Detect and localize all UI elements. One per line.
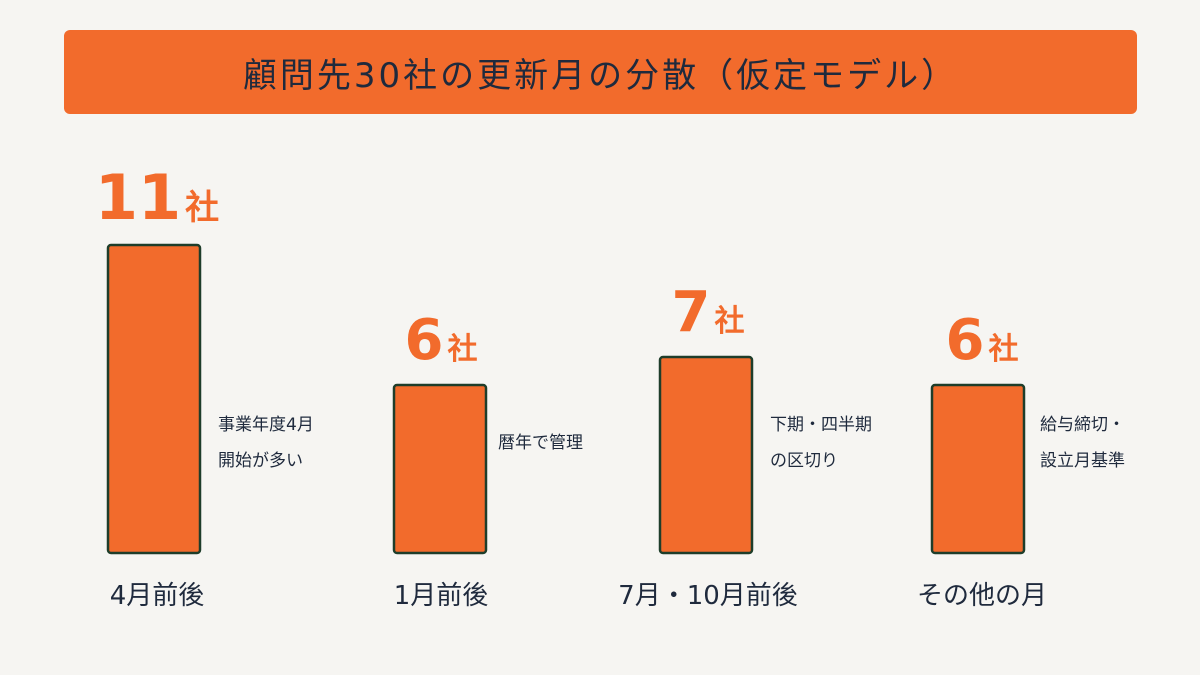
- value-unit: 社: [185, 188, 219, 228]
- value-number: 6: [405, 308, 444, 373]
- category-label-2: 1月前後: [394, 581, 489, 611]
- note-line-3-1: 下期・四半期: [770, 415, 872, 435]
- chart-title: 顧問先30社の更新月の分散（仮定モデル）: [242, 55, 959, 96]
- note-line-1-1: 事業年度4月: [218, 415, 314, 435]
- value-number: 11: [95, 161, 181, 234]
- title-banner: 顧問先30社の更新月の分散（仮定モデル）: [64, 30, 1137, 114]
- category-label-4: その他の月: [917, 581, 1047, 611]
- bar-1: [106, 243, 202, 555]
- value-number: 7: [672, 280, 711, 345]
- note-line-2-1: 暦年で管理: [498, 433, 583, 453]
- note-line-3-2: の区切り: [770, 451, 838, 471]
- value-number: 6: [946, 308, 985, 373]
- note-line-4-1: 給与締切・: [1040, 415, 1125, 435]
- value-unit: 社: [714, 304, 744, 339]
- note-line-1-2: 開始が多い: [218, 451, 303, 471]
- value-label-1: 11 社: [95, 161, 219, 234]
- bar-2: [392, 383, 488, 555]
- category-label-1: 4月前後: [110, 581, 205, 611]
- bar-4: [930, 383, 1026, 555]
- bar-3: [658, 355, 754, 555]
- category-label-3: 7月・10月前後: [618, 581, 798, 611]
- note-line-4-2: 設立月基準: [1040, 451, 1125, 471]
- value-unit: 社: [988, 332, 1018, 367]
- value-unit: 社: [447, 332, 477, 367]
